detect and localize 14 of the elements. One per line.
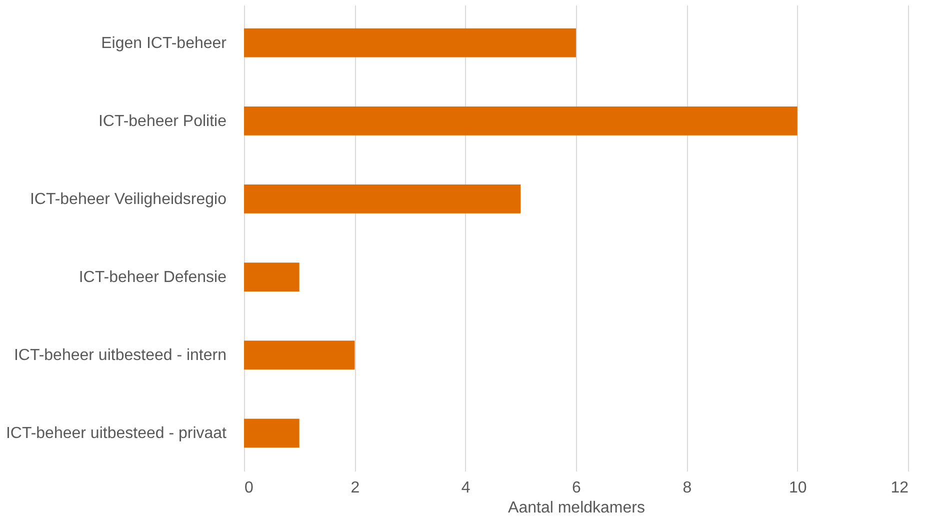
- x-tick-label: 6: [572, 480, 582, 496]
- y-tick-label: ICT-beheer Defensie: [78, 269, 227, 286]
- x-tick-label: 4: [461, 480, 470, 496]
- x-tick-label: 2: [350, 480, 360, 496]
- x-axis-title: Aantal meldkamers: [508, 500, 645, 516]
- y-tick-label: ICT-beheer Veiligheidsregio: [30, 190, 227, 208]
- x-tick-label: 12: [890, 480, 909, 496]
- y-tick-label: ICT-beheer Politie: [98, 112, 227, 130]
- x-tick-label: 8: [682, 480, 692, 496]
- y-tick-label: ICT-beheer uitbesteed - intern: [14, 347, 226, 364]
- y-tick-label: ICT-beheer uitbesteed - privaat: [6, 425, 228, 442]
- y-tick-label: Eigen ICT-beheer: [101, 34, 228, 52]
- x-tick-label: 0: [244, 480, 254, 496]
- x-tick-label: 10: [788, 480, 807, 496]
